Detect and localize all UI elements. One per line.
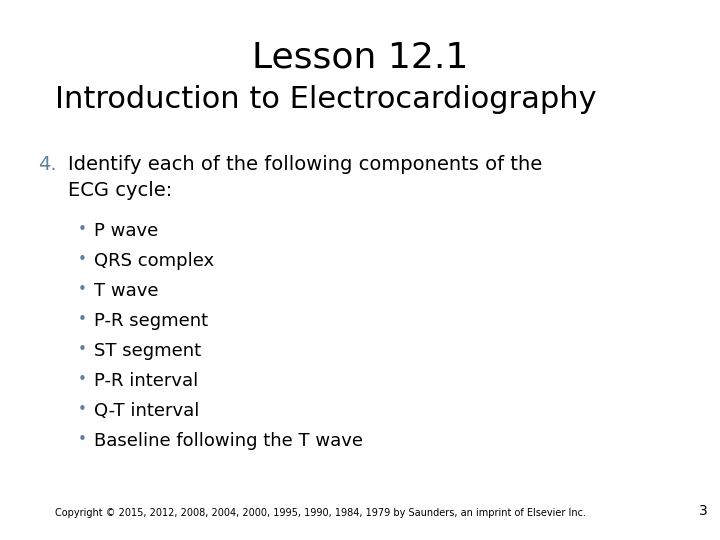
Text: •: • xyxy=(78,282,87,297)
Text: Identify each of the following components of the
ECG cycle:: Identify each of the following component… xyxy=(68,155,542,200)
Text: Introduction to Electrocardiography: Introduction to Electrocardiography xyxy=(55,85,597,114)
Text: •: • xyxy=(78,312,87,327)
Text: •: • xyxy=(78,432,87,447)
Text: P-R segment: P-R segment xyxy=(94,312,208,330)
Text: 4.: 4. xyxy=(38,155,57,174)
Text: •: • xyxy=(78,402,87,417)
Text: P wave: P wave xyxy=(94,222,158,240)
Text: T wave: T wave xyxy=(94,282,158,300)
Text: Lesson 12.1: Lesson 12.1 xyxy=(252,40,468,74)
Text: •: • xyxy=(78,252,87,267)
Text: Copyright © 2015, 2012, 2008, 2004, 2000, 1995, 1990, 1984, 1979 by Saunders, an: Copyright © 2015, 2012, 2008, 2004, 2000… xyxy=(55,508,586,518)
Text: •: • xyxy=(78,342,87,357)
Text: 3: 3 xyxy=(699,504,708,518)
Text: QRS complex: QRS complex xyxy=(94,252,214,270)
Text: P-R interval: P-R interval xyxy=(94,372,198,390)
Text: ST segment: ST segment xyxy=(94,342,201,360)
Text: Q-T interval: Q-T interval xyxy=(94,402,199,420)
Text: Baseline following the T wave: Baseline following the T wave xyxy=(94,432,363,450)
Text: •: • xyxy=(78,372,87,387)
Text: •: • xyxy=(78,222,87,237)
